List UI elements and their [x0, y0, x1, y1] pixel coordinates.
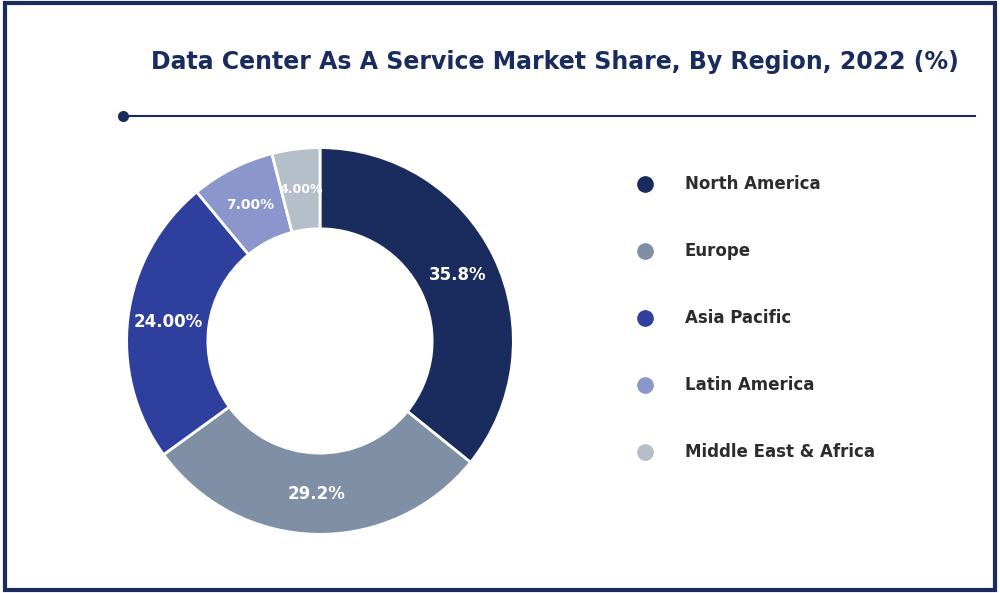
Text: PRECEDENCE: PRECEDENCE — [38, 33, 88, 42]
Text: Europe: Europe — [685, 242, 751, 260]
Text: 4.00%: 4.00% — [279, 183, 323, 196]
Text: North America: North America — [685, 174, 820, 193]
Text: Data Center As A Service Market Share, By Region, 2022 (%): Data Center As A Service Market Share, B… — [151, 50, 959, 74]
Text: Latin America: Latin America — [685, 376, 814, 394]
Text: Middle East & Africa: Middle East & Africa — [685, 443, 875, 461]
Text: 29.2%: 29.2% — [287, 484, 345, 503]
Wedge shape — [197, 154, 292, 254]
Text: 24.00%: 24.00% — [134, 313, 203, 331]
Wedge shape — [272, 148, 320, 232]
Text: 35.8%: 35.8% — [429, 266, 487, 284]
Wedge shape — [164, 407, 471, 534]
Text: Asia Pacific: Asia Pacific — [685, 309, 791, 327]
Wedge shape — [320, 148, 513, 463]
Text: RESEARCH: RESEARCH — [42, 68, 82, 77]
Text: 7.00%: 7.00% — [227, 198, 275, 212]
Wedge shape — [127, 192, 249, 455]
